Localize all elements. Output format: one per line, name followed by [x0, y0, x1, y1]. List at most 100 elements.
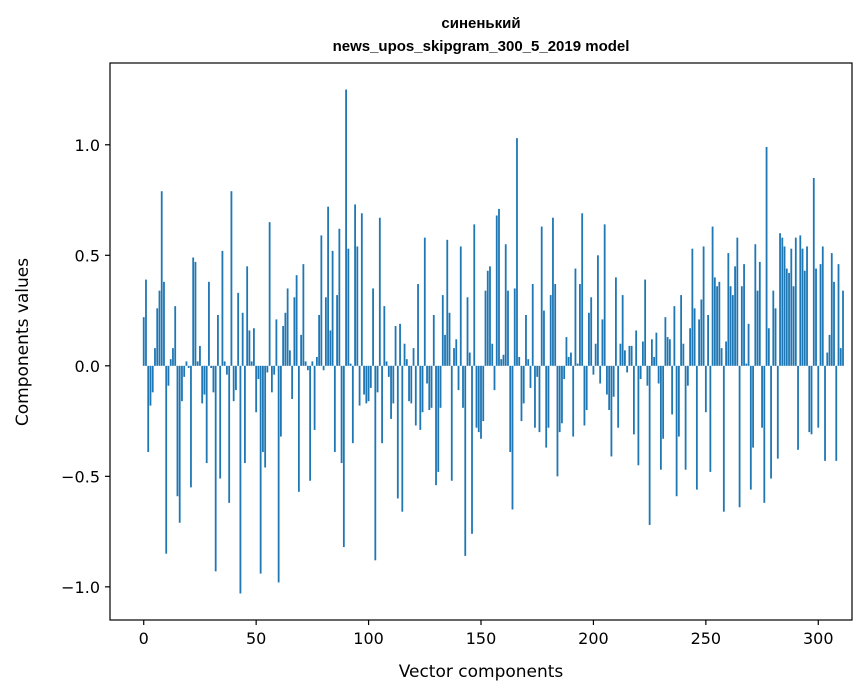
bar-194: [579, 284, 581, 366]
bar-62: [282, 326, 285, 366]
bar-199: [590, 297, 593, 366]
bar-179: [545, 365, 548, 448]
bar-185: [558, 365, 561, 433]
bar-229: [657, 365, 660, 384]
bar-3: [149, 365, 152, 406]
bar-189: [567, 356, 570, 366]
bar-175: [536, 365, 539, 377]
bar-201: [594, 343, 597, 366]
bar-100: [367, 365, 370, 402]
bar-54: [264, 365, 267, 468]
bar-138: [453, 348, 455, 366]
y-tick-label: −0.5: [61, 467, 100, 486]
bar-17: [181, 365, 183, 402]
bar-46: [246, 266, 249, 366]
bar-222: [641, 341, 644, 366]
bar-45: [244, 365, 246, 464]
bar-135: [446, 239, 449, 366]
bar-125: [423, 237, 426, 366]
bar-274: [758, 261, 761, 366]
bar-164: [511, 365, 514, 510]
bar-96: [358, 365, 361, 406]
bar-283: [779, 233, 781, 366]
bar-31: [212, 365, 215, 393]
bar-281: [774, 308, 777, 366]
bar-55: [266, 365, 269, 373]
bar-221: [639, 365, 642, 380]
bar-133: [441, 295, 444, 366]
bar-163: [509, 365, 512, 453]
bar-173: [531, 284, 534, 366]
bar-192: [574, 268, 577, 366]
bar-285: [783, 246, 786, 366]
bar-75: [311, 361, 314, 366]
bar-87: [338, 228, 341, 366]
bar-97: [360, 213, 363, 366]
bar-105: [378, 217, 381, 366]
bar-219: [635, 330, 638, 366]
bar-103: [374, 365, 377, 561]
bar-50: [255, 365, 258, 413]
bar-236: [673, 306, 676, 366]
bar-131: [437, 365, 440, 472]
bar-304: [826, 352, 829, 366]
bar-160: [502, 354, 505, 366]
bar-303: [824, 365, 826, 461]
bar-8: [160, 191, 163, 366]
bar-84: [331, 250, 334, 366]
bar-308: [835, 365, 838, 461]
bar-220: [637, 365, 640, 466]
bar-270: [749, 365, 752, 490]
bar-2: [147, 365, 150, 453]
bar-12: [169, 359, 172, 366]
bar-253: [711, 226, 714, 366]
bar-72: [304, 361, 307, 366]
bar-260: [727, 253, 730, 366]
bar-0: [142, 317, 145, 366]
bar-212: [619, 343, 622, 366]
bar-188: [565, 337, 568, 366]
bar-11: [167, 365, 170, 386]
bar-57: [270, 365, 273, 393]
bar-309: [837, 264, 840, 366]
bar-245: [693, 308, 696, 366]
bar-273: [756, 290, 759, 366]
bar-300: [817, 365, 820, 428]
bar-25: [199, 345, 201, 366]
bar-258: [722, 365, 725, 512]
bar-14: [174, 306, 177, 366]
bar-130: [435, 365, 437, 486]
bar-228: [655, 332, 658, 366]
bar-43: [239, 365, 242, 594]
bar-259: [725, 341, 727, 366]
bar-266: [740, 286, 743, 366]
bar-290: [794, 237, 797, 366]
bar-182: [552, 217, 554, 366]
bar-241: [684, 365, 687, 470]
bar-291: [797, 365, 799, 450]
bar-21: [190, 365, 192, 488]
x-axis-label: Vector components: [399, 662, 564, 682]
bar-52: [259, 365, 262, 574]
bar-140: [457, 365, 460, 391]
bar-114: [399, 323, 401, 366]
bar-187: [563, 365, 566, 380]
bar-112: [394, 326, 397, 366]
bar-37: [226, 365, 228, 375]
bar-73: [306, 365, 309, 371]
bar-298: [812, 177, 815, 366]
bar-94: [354, 204, 356, 366]
bar-51: [257, 365, 260, 380]
bar-28: [205, 365, 208, 464]
y-tick-label: 0.0: [75, 357, 100, 376]
bar-71: [302, 264, 305, 366]
bar-276: [763, 365, 766, 503]
bar-311: [842, 290, 844, 366]
bar-246: [695, 365, 698, 490]
bar-41: [235, 365, 237, 391]
bar-279: [770, 365, 772, 479]
bar-118: [408, 365, 410, 402]
bar-119: [410, 365, 413, 404]
bar-262: [731, 295, 734, 366]
bar-181: [549, 295, 552, 366]
